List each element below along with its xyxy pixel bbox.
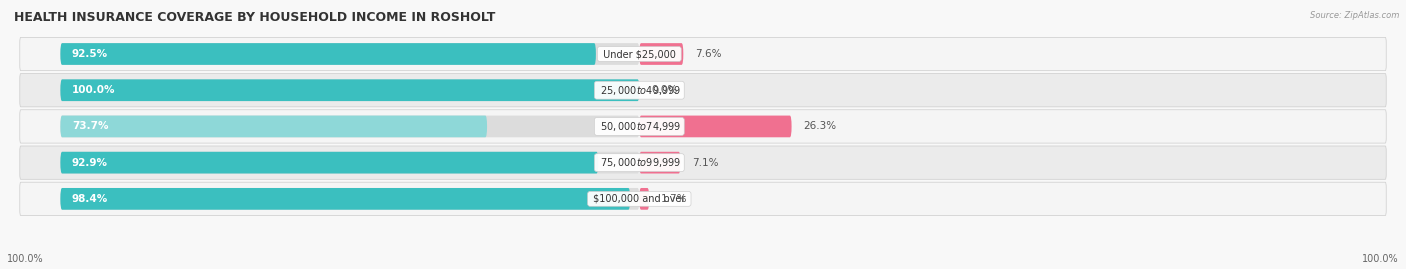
FancyBboxPatch shape <box>60 116 486 137</box>
FancyBboxPatch shape <box>60 188 630 210</box>
FancyBboxPatch shape <box>20 146 1386 179</box>
Text: $25,000 to $49,999: $25,000 to $49,999 <box>596 84 682 97</box>
Text: Under $25,000: Under $25,000 <box>600 49 679 59</box>
FancyBboxPatch shape <box>60 43 596 65</box>
FancyBboxPatch shape <box>60 152 598 174</box>
FancyBboxPatch shape <box>640 188 650 210</box>
Text: 7.1%: 7.1% <box>692 158 718 168</box>
FancyBboxPatch shape <box>20 37 1386 71</box>
FancyBboxPatch shape <box>60 43 640 65</box>
FancyBboxPatch shape <box>60 152 640 174</box>
Text: 100.0%: 100.0% <box>72 85 115 95</box>
FancyBboxPatch shape <box>20 73 1386 107</box>
Text: 73.7%: 73.7% <box>72 121 108 132</box>
Text: Source: ZipAtlas.com: Source: ZipAtlas.com <box>1309 11 1399 20</box>
Text: $50,000 to $74,999: $50,000 to $74,999 <box>596 120 682 133</box>
FancyBboxPatch shape <box>60 79 640 101</box>
FancyBboxPatch shape <box>60 188 640 210</box>
Text: 0.0%: 0.0% <box>651 85 678 95</box>
Text: 92.9%: 92.9% <box>72 158 108 168</box>
FancyBboxPatch shape <box>60 79 640 101</box>
FancyBboxPatch shape <box>20 182 1386 215</box>
Text: 7.6%: 7.6% <box>695 49 721 59</box>
Text: 26.3%: 26.3% <box>803 121 837 132</box>
Text: $75,000 to $99,999: $75,000 to $99,999 <box>596 156 682 169</box>
Text: 1.7%: 1.7% <box>661 194 688 204</box>
Text: 100.0%: 100.0% <box>1362 254 1399 264</box>
FancyBboxPatch shape <box>640 152 681 174</box>
Text: $100,000 and over: $100,000 and over <box>591 194 689 204</box>
FancyBboxPatch shape <box>20 110 1386 143</box>
Text: 100.0%: 100.0% <box>7 254 44 264</box>
Legend: With Coverage, Without Coverage: With Coverage, Without Coverage <box>494 268 720 269</box>
Text: HEALTH INSURANCE COVERAGE BY HOUSEHOLD INCOME IN ROSHOLT: HEALTH INSURANCE COVERAGE BY HOUSEHOLD I… <box>14 11 495 24</box>
FancyBboxPatch shape <box>640 116 792 137</box>
FancyBboxPatch shape <box>640 43 683 65</box>
Text: 92.5%: 92.5% <box>72 49 108 59</box>
FancyBboxPatch shape <box>60 116 640 137</box>
Text: 98.4%: 98.4% <box>72 194 108 204</box>
